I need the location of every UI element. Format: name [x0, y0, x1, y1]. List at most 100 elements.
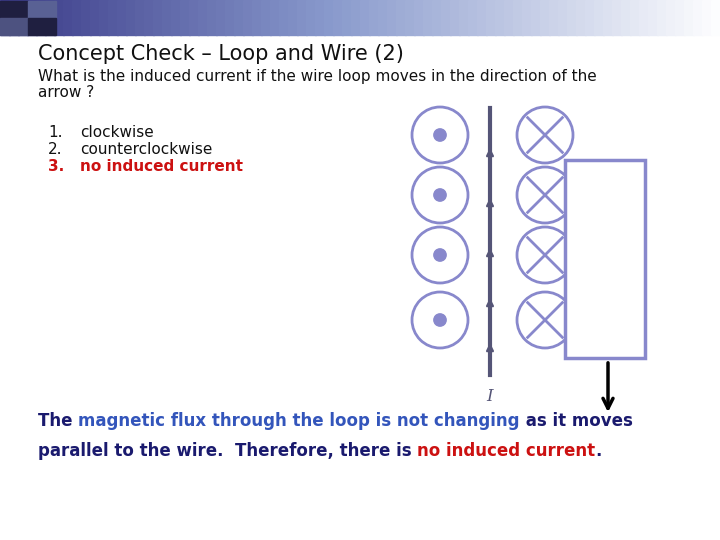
- Bar: [432, 0, 442, 35]
- Bar: [675, 0, 685, 35]
- Bar: [612, 0, 622, 35]
- Text: 1.: 1.: [48, 125, 63, 140]
- Bar: [297, 0, 307, 35]
- Bar: [414, 0, 424, 35]
- Text: parallel to the wire.  Therefore, there is: parallel to the wire. Therefore, there i…: [38, 442, 418, 460]
- Bar: [468, 0, 478, 35]
- Bar: [387, 0, 397, 35]
- Bar: [531, 0, 541, 35]
- Bar: [504, 0, 514, 35]
- Bar: [306, 0, 316, 35]
- Text: as it moves: as it moves: [520, 412, 633, 430]
- Circle shape: [434, 189, 446, 201]
- Circle shape: [412, 107, 468, 163]
- Circle shape: [412, 227, 468, 283]
- Bar: [342, 0, 352, 35]
- Circle shape: [412, 167, 468, 223]
- Bar: [540, 0, 550, 35]
- Text: What is the induced current if the wire loop moves in the direction of the: What is the induced current if the wire …: [38, 69, 597, 84]
- Bar: [594, 0, 604, 35]
- Bar: [81, 0, 91, 35]
- Circle shape: [517, 227, 573, 283]
- Text: magnetic flux through the loop is not changing: magnetic flux through the loop is not ch…: [78, 412, 520, 430]
- Bar: [711, 0, 720, 35]
- Bar: [324, 0, 334, 35]
- Bar: [459, 0, 469, 35]
- Bar: [441, 0, 451, 35]
- Bar: [702, 0, 712, 35]
- Bar: [513, 0, 523, 35]
- Bar: [28, 18, 56, 35]
- Bar: [279, 0, 289, 35]
- Bar: [288, 0, 298, 35]
- Bar: [360, 0, 370, 35]
- Text: 3.: 3.: [48, 159, 64, 174]
- Bar: [216, 0, 226, 35]
- Circle shape: [434, 129, 446, 141]
- Text: clockwise: clockwise: [80, 125, 154, 140]
- Bar: [63, 0, 73, 35]
- Text: Concept Check – Loop and Wire (2): Concept Check – Loop and Wire (2): [38, 44, 404, 64]
- Bar: [549, 0, 559, 35]
- Bar: [261, 0, 271, 35]
- Bar: [648, 0, 658, 35]
- Bar: [522, 0, 532, 35]
- Bar: [558, 0, 568, 35]
- Text: arrow ?: arrow ?: [38, 85, 94, 100]
- Bar: [72, 0, 82, 35]
- Circle shape: [517, 107, 573, 163]
- Circle shape: [412, 292, 468, 348]
- Bar: [693, 0, 703, 35]
- Bar: [396, 0, 406, 35]
- Bar: [405, 0, 415, 35]
- Circle shape: [434, 314, 446, 326]
- Text: I: I: [487, 388, 493, 405]
- Bar: [135, 0, 145, 35]
- Bar: [9, 0, 19, 35]
- Bar: [621, 0, 631, 35]
- Bar: [171, 0, 181, 35]
- Bar: [657, 0, 667, 35]
- Text: no induced current: no induced current: [80, 159, 243, 174]
- Text: no induced current: no induced current: [418, 442, 595, 460]
- Bar: [54, 0, 64, 35]
- Bar: [198, 0, 208, 35]
- Bar: [423, 0, 433, 35]
- Bar: [207, 0, 217, 35]
- Bar: [565, 160, 645, 358]
- Bar: [603, 0, 613, 35]
- Bar: [90, 0, 100, 35]
- Bar: [189, 0, 199, 35]
- Bar: [18, 0, 28, 35]
- Bar: [378, 0, 388, 35]
- Bar: [585, 0, 595, 35]
- Bar: [36, 0, 46, 35]
- Bar: [639, 0, 649, 35]
- Bar: [684, 0, 694, 35]
- Bar: [315, 0, 325, 35]
- Bar: [333, 0, 343, 35]
- Bar: [126, 0, 136, 35]
- Circle shape: [517, 167, 573, 223]
- Text: The: The: [38, 412, 78, 430]
- Bar: [0, 18, 28, 35]
- Circle shape: [517, 292, 573, 348]
- Bar: [99, 0, 109, 35]
- Bar: [495, 0, 505, 35]
- Bar: [180, 0, 190, 35]
- Bar: [369, 0, 379, 35]
- Bar: [270, 0, 280, 35]
- Bar: [0, 0, 10, 35]
- Bar: [234, 0, 244, 35]
- Bar: [243, 0, 253, 35]
- Bar: [225, 0, 235, 35]
- Bar: [27, 0, 37, 35]
- Bar: [567, 0, 577, 35]
- Text: .: .: [595, 442, 602, 460]
- Bar: [666, 0, 676, 35]
- Bar: [351, 0, 361, 35]
- Bar: [477, 0, 487, 35]
- Bar: [144, 0, 154, 35]
- Bar: [108, 0, 118, 35]
- Bar: [45, 0, 55, 35]
